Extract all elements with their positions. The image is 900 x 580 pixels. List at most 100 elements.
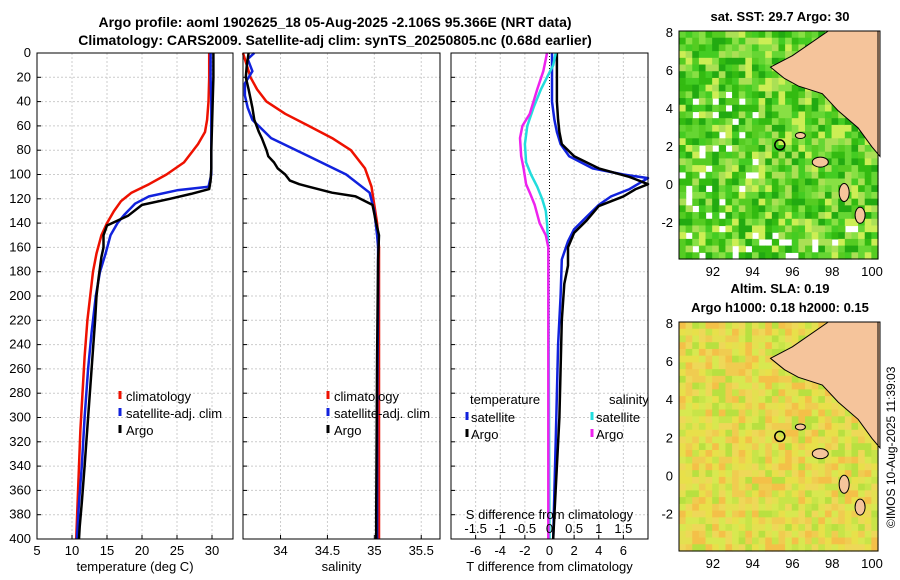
sst-cell xyxy=(818,218,826,227)
sst-cell xyxy=(751,124,760,133)
sst-cell xyxy=(844,165,853,173)
sst-cell xyxy=(712,232,720,240)
sst-cell xyxy=(798,218,806,227)
sla-cell xyxy=(858,423,866,431)
sla-cell xyxy=(871,449,879,458)
sla-cell xyxy=(778,382,786,390)
sla-cell xyxy=(745,530,753,539)
sla-cell xyxy=(864,490,872,498)
sst-cell xyxy=(798,124,806,133)
sla-cell xyxy=(798,463,806,471)
sst-cell xyxy=(698,212,707,220)
sla-cell xyxy=(824,423,833,431)
sst-cell xyxy=(738,165,746,173)
sst-cell xyxy=(692,84,700,92)
sla-cell xyxy=(765,436,773,444)
sst-cell xyxy=(798,178,806,186)
sla-cell xyxy=(745,389,753,397)
sla-cell xyxy=(738,544,746,552)
sst-cell xyxy=(732,104,740,113)
sla-cell xyxy=(718,530,727,539)
sla-cell xyxy=(818,429,826,438)
sst-cell xyxy=(679,185,687,193)
sst-cell xyxy=(751,31,760,39)
sla-cell xyxy=(732,335,740,343)
sst-cell xyxy=(778,44,786,52)
sla-cell xyxy=(838,449,846,458)
sst-cell xyxy=(712,205,720,213)
sla-cell xyxy=(679,342,687,350)
sla-cell xyxy=(685,423,693,431)
sst-cell xyxy=(765,212,773,220)
sst-cell xyxy=(851,238,859,247)
landmass-sumatra xyxy=(769,321,881,450)
sst-cell xyxy=(718,252,727,260)
sst-cell xyxy=(685,91,693,99)
sla-cell xyxy=(864,470,872,478)
sst-cell xyxy=(844,245,853,253)
sst-cell xyxy=(785,37,793,46)
sst-cell xyxy=(745,57,753,66)
sla-cell xyxy=(705,470,713,478)
sst-cell xyxy=(745,37,753,46)
sla-cell xyxy=(705,510,713,518)
sla-cell xyxy=(738,476,746,485)
sst-cell xyxy=(778,165,786,173)
lat-tick-label: 6 xyxy=(666,63,673,78)
sst-cell xyxy=(685,171,693,180)
sla-cell xyxy=(745,322,753,330)
sla-cell xyxy=(679,369,687,377)
sst-cell xyxy=(824,198,833,206)
sst-cell xyxy=(791,198,799,206)
sla-cell xyxy=(718,362,727,370)
sla-cell xyxy=(811,517,819,525)
sla-cell xyxy=(738,396,746,404)
sst-cell xyxy=(692,77,700,86)
sst-cell xyxy=(805,178,813,186)
sla-cell xyxy=(871,497,879,505)
sst-cell xyxy=(791,98,799,106)
sla-cell xyxy=(765,375,773,384)
sst-cell xyxy=(758,225,766,233)
sla-cell xyxy=(798,476,806,485)
sla-cell xyxy=(698,510,707,518)
sst-cell xyxy=(758,57,766,66)
sst-cell xyxy=(771,84,780,92)
sla-cell xyxy=(798,402,806,411)
sla-cell xyxy=(685,402,693,411)
sst-cell xyxy=(732,51,740,59)
sla-cell xyxy=(831,456,839,465)
lat-tick-label: -2 xyxy=(661,507,673,522)
sla-cell xyxy=(858,483,866,491)
sst-cell xyxy=(712,51,720,59)
sst-cell xyxy=(725,84,733,92)
sla-cell xyxy=(732,328,740,337)
sst-cell xyxy=(765,232,773,240)
sst-cell xyxy=(818,245,826,253)
sla-cell xyxy=(718,342,727,350)
sla-cell xyxy=(824,476,833,485)
legend-label: climatology xyxy=(126,389,192,404)
sla-cell xyxy=(765,416,773,424)
sst-cell xyxy=(871,151,879,160)
sla-cell xyxy=(771,389,780,397)
sst-cell xyxy=(685,205,693,213)
lon-tick-label: 100 xyxy=(861,556,883,571)
sla-cell xyxy=(751,443,760,451)
sla-cell xyxy=(698,429,707,438)
sst-cell xyxy=(698,131,707,139)
sst-cell xyxy=(679,145,687,153)
sla-cell xyxy=(851,470,859,478)
top-x-tick-label: -1 xyxy=(494,521,506,536)
sst-cell xyxy=(778,232,786,240)
sla-cell xyxy=(858,517,866,525)
sla-cell xyxy=(732,537,740,545)
sla-cell xyxy=(732,449,740,458)
sla-cell xyxy=(751,423,760,431)
sla-cell xyxy=(738,497,746,505)
sla-cell xyxy=(685,355,693,364)
sla-cell xyxy=(679,476,687,485)
y-tick-label: 120 xyxy=(9,191,31,206)
sst-cell xyxy=(685,238,693,247)
sla-cell xyxy=(844,524,853,532)
